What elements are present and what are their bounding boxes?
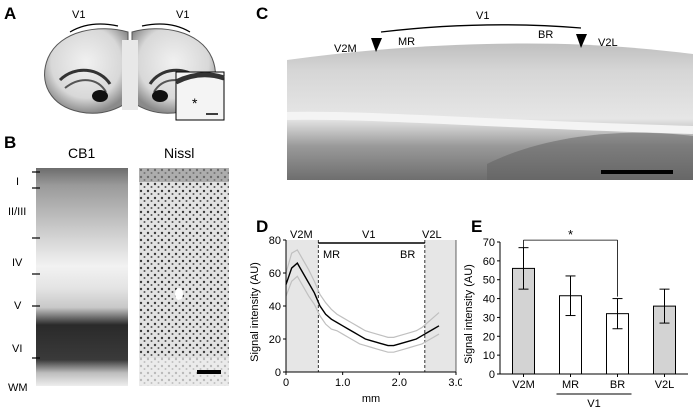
y-tick-label: 20 bbox=[483, 331, 495, 343]
y-axis-label: Signal intensity (AU) bbox=[250, 262, 261, 362]
panel-c-letter: C bbox=[256, 4, 269, 23]
series-line bbox=[285, 249, 440, 338]
panel-b-layer-label: II/III bbox=[8, 206, 27, 218]
shaded-region bbox=[424, 240, 456, 372]
panel-b-cb1-title: CB1 bbox=[68, 145, 96, 161]
panel-b-layer-ticks bbox=[32, 171, 40, 359]
panel-b-layer-label: I bbox=[16, 176, 20, 188]
y-tick-label: 10 bbox=[483, 350, 495, 362]
x-tick-label: 2.0 bbox=[392, 377, 407, 389]
panel-a-v1-left: V1 bbox=[72, 9, 86, 21]
y-tick-label: 60 bbox=[269, 268, 281, 280]
panel-a-inset-marker: * bbox=[192, 95, 198, 111]
panel-e-bar-chart: 0 10 20 30 40 50 60 70 V2M MR BR V2L * V1 Signal inten… bbox=[463, 227, 688, 410]
panel-c-mr-label: MR bbox=[398, 36, 416, 48]
y-tick-label: 40 bbox=[269, 301, 281, 313]
y-tick-label: 30 bbox=[483, 312, 495, 324]
panel-c-v2l-label: V2L bbox=[598, 37, 618, 49]
y-tick-label: 70 bbox=[483, 237, 495, 249]
panel-b-cb1-image bbox=[36, 168, 128, 386]
panel-e-letter: E bbox=[471, 217, 483, 236]
x-tick-label: MR bbox=[562, 379, 579, 391]
panel-b-nissl-image bbox=[139, 168, 229, 386]
series-line bbox=[285, 262, 440, 347]
x-tick-label: V2L bbox=[655, 379, 675, 391]
y-tick-label: 20 bbox=[269, 334, 281, 346]
panel-d-mr-label: MR bbox=[323, 249, 341, 261]
series-line bbox=[285, 275, 440, 353]
y-tick-label: 0 bbox=[489, 369, 495, 381]
panel-b-layer-label: IV bbox=[12, 257, 23, 269]
panel-b-nissl-title: Nissl bbox=[164, 145, 195, 161]
panel-d-v1-label: V1 bbox=[362, 229, 376, 241]
panel-c-v1-label: V1 bbox=[476, 10, 490, 22]
panel-c-v2m-label: V2M bbox=[334, 43, 357, 55]
x-tick-label: 3.0 bbox=[448, 377, 462, 389]
y-tick-label: 60 bbox=[483, 256, 495, 268]
x-tick-label: 0 bbox=[283, 377, 289, 389]
panel-d-v2l-label: V2L bbox=[422, 229, 442, 241]
x-tick-label: 1.0 bbox=[335, 377, 350, 389]
panel-b-layer-label: WM bbox=[8, 382, 28, 394]
v1-group-label: V1 bbox=[587, 398, 600, 410]
y-tick-label: 0 bbox=[275, 367, 281, 379]
y-axis-label: Signal intensity (AU) bbox=[463, 264, 475, 364]
x-tick-label: BR bbox=[610, 379, 625, 391]
panel-a-v1-right: V1 bbox=[176, 9, 190, 21]
panel-b-layer-label: VI bbox=[12, 343, 23, 355]
panel-c-section-image bbox=[287, 24, 693, 180]
shaded-region bbox=[286, 240, 319, 372]
significance-marker: * bbox=[568, 227, 573, 242]
panel-b-letter: B bbox=[4, 133, 17, 152]
panel-c-br-label: BR bbox=[538, 29, 554, 41]
x-tick-label: V2M bbox=[512, 379, 535, 391]
panel-a-letter: A bbox=[4, 4, 17, 23]
panel-a-brain-section bbox=[44, 23, 225, 121]
y-tick-label: 50 bbox=[483, 275, 495, 287]
panel-b-layer-label: V bbox=[14, 300, 22, 312]
y-tick-label: 80 bbox=[269, 235, 281, 247]
panel-d-letter: D bbox=[256, 217, 269, 236]
x-axis-label: mm bbox=[362, 393, 380, 405]
panel-d-v2m-label: V2M bbox=[290, 229, 313, 241]
panel-d-line-chart: 0 1.0 2.0 3.0 0 20 40 60 80 mm Signal intensity (A… bbox=[250, 235, 462, 405]
y-tick-label: 40 bbox=[483, 294, 495, 306]
panel-d-br-label: BR bbox=[400, 249, 416, 261]
